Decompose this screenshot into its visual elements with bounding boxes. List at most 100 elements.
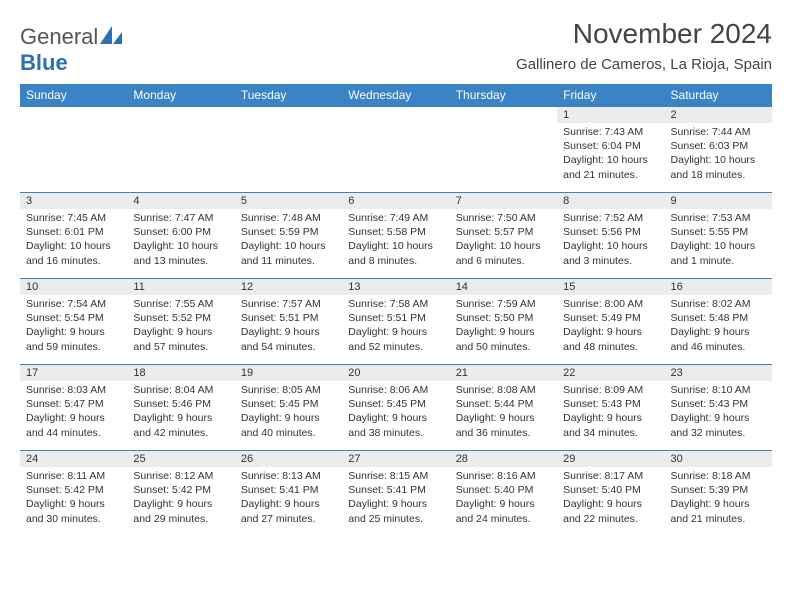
weekday-header: Sunday: [20, 84, 127, 107]
day-details: Sunrise: 7:58 AMSunset: 5:51 PMDaylight:…: [342, 295, 449, 358]
calendar-cell: 11Sunrise: 7:55 AMSunset: 5:52 PMDayligh…: [127, 279, 234, 365]
day-number: 4: [127, 193, 234, 209]
weekday-header: Tuesday: [235, 84, 342, 107]
day-details: Sunrise: 8:12 AMSunset: 5:42 PMDaylight:…: [127, 467, 234, 530]
calendar-row: 1Sunrise: 7:43 AMSunset: 6:04 PMDaylight…: [20, 107, 772, 193]
day-number: 27: [342, 451, 449, 467]
calendar-cell: 9Sunrise: 7:53 AMSunset: 5:55 PMDaylight…: [665, 193, 772, 279]
calendar-cell: 14Sunrise: 7:59 AMSunset: 5:50 PMDayligh…: [450, 279, 557, 365]
calendar-cell: 12Sunrise: 7:57 AMSunset: 5:51 PMDayligh…: [235, 279, 342, 365]
day-number: 2: [665, 107, 772, 123]
calendar-cell: 24Sunrise: 8:11 AMSunset: 5:42 PMDayligh…: [20, 451, 127, 537]
day-details: Sunrise: 7:48 AMSunset: 5:59 PMDaylight:…: [235, 209, 342, 272]
day-details: Sunrise: 8:04 AMSunset: 5:46 PMDaylight:…: [127, 381, 234, 444]
day-number: 22: [557, 365, 664, 381]
logo-text-blue: Blue: [20, 50, 68, 75]
calendar-cell: 20Sunrise: 8:06 AMSunset: 5:45 PMDayligh…: [342, 365, 449, 451]
day-details: Sunrise: 8:03 AMSunset: 5:47 PMDaylight:…: [20, 381, 127, 444]
logo-text: General Blue: [20, 24, 122, 76]
day-details: Sunrise: 7:50 AMSunset: 5:57 PMDaylight:…: [450, 209, 557, 272]
calendar-cell: 28Sunrise: 8:16 AMSunset: 5:40 PMDayligh…: [450, 451, 557, 537]
day-details: Sunrise: 8:05 AMSunset: 5:45 PMDaylight:…: [235, 381, 342, 444]
calendar-cell: 6Sunrise: 7:49 AMSunset: 5:58 PMDaylight…: [342, 193, 449, 279]
calendar-cell: 1Sunrise: 7:43 AMSunset: 6:04 PMDaylight…: [557, 107, 664, 193]
day-details: Sunrise: 7:52 AMSunset: 5:56 PMDaylight:…: [557, 209, 664, 272]
day-number: 15: [557, 279, 664, 295]
calendar-cell: 13Sunrise: 7:58 AMSunset: 5:51 PMDayligh…: [342, 279, 449, 365]
logo-sail-icon: [100, 24, 122, 50]
calendar-cell: 4Sunrise: 7:47 AMSunset: 6:00 PMDaylight…: [127, 193, 234, 279]
calendar-cell: [450, 107, 557, 193]
calendar-cell: 22Sunrise: 8:09 AMSunset: 5:43 PMDayligh…: [557, 365, 664, 451]
calendar-cell: 15Sunrise: 8:00 AMSunset: 5:49 PMDayligh…: [557, 279, 664, 365]
day-number: 16: [665, 279, 772, 295]
calendar-body: 1Sunrise: 7:43 AMSunset: 6:04 PMDaylight…: [20, 107, 772, 537]
day-number: 26: [235, 451, 342, 467]
day-number: 13: [342, 279, 449, 295]
day-details: Sunrise: 8:11 AMSunset: 5:42 PMDaylight:…: [20, 467, 127, 530]
day-details: Sunrise: 8:16 AMSunset: 5:40 PMDaylight:…: [450, 467, 557, 530]
calendar-row: 10Sunrise: 7:54 AMSunset: 5:54 PMDayligh…: [20, 279, 772, 365]
calendar-cell: 3Sunrise: 7:45 AMSunset: 6:01 PMDaylight…: [20, 193, 127, 279]
day-details: Sunrise: 8:15 AMSunset: 5:41 PMDaylight:…: [342, 467, 449, 530]
day-number: 17: [20, 365, 127, 381]
day-number: 1: [557, 107, 664, 123]
day-details: Sunrise: 8:02 AMSunset: 5:48 PMDaylight:…: [665, 295, 772, 358]
calendar-cell: 17Sunrise: 8:03 AMSunset: 5:47 PMDayligh…: [20, 365, 127, 451]
day-details: Sunrise: 7:45 AMSunset: 6:01 PMDaylight:…: [20, 209, 127, 272]
weekday-header-row: Sunday Monday Tuesday Wednesday Thursday…: [20, 84, 772, 107]
location-text: Gallinero de Cameros, La Rioja, Spain: [516, 56, 772, 73]
day-details: Sunrise: 8:08 AMSunset: 5:44 PMDaylight:…: [450, 381, 557, 444]
day-number: 12: [235, 279, 342, 295]
calendar-cell: 23Sunrise: 8:10 AMSunset: 5:43 PMDayligh…: [665, 365, 772, 451]
day-details: Sunrise: 8:17 AMSunset: 5:40 PMDaylight:…: [557, 467, 664, 530]
calendar-cell: 7Sunrise: 7:50 AMSunset: 5:57 PMDaylight…: [450, 193, 557, 279]
calendar-cell: 5Sunrise: 7:48 AMSunset: 5:59 PMDaylight…: [235, 193, 342, 279]
day-number: 6: [342, 193, 449, 209]
calendar-cell: [127, 107, 234, 193]
day-number: 30: [665, 451, 772, 467]
calendar-row: 17Sunrise: 8:03 AMSunset: 5:47 PMDayligh…: [20, 365, 772, 451]
day-number: 20: [342, 365, 449, 381]
day-number: 24: [20, 451, 127, 467]
day-number: 5: [235, 193, 342, 209]
header: General Blue November 2024 Gallinero de …: [20, 18, 772, 76]
weekday-header: Monday: [127, 84, 234, 107]
day-details: Sunrise: 8:18 AMSunset: 5:39 PMDaylight:…: [665, 467, 772, 530]
calendar-cell: [235, 107, 342, 193]
day-number: 21: [450, 365, 557, 381]
day-details: Sunrise: 8:10 AMSunset: 5:43 PMDaylight:…: [665, 381, 772, 444]
day-details: Sunrise: 8:06 AMSunset: 5:45 PMDaylight:…: [342, 381, 449, 444]
day-number: 25: [127, 451, 234, 467]
day-number: 29: [557, 451, 664, 467]
day-number: 7: [450, 193, 557, 209]
day-number: 8: [557, 193, 664, 209]
calendar-cell: 2Sunrise: 7:44 AMSunset: 6:03 PMDaylight…: [665, 107, 772, 193]
calendar-cell: 27Sunrise: 8:15 AMSunset: 5:41 PMDayligh…: [342, 451, 449, 537]
day-details: Sunrise: 8:00 AMSunset: 5:49 PMDaylight:…: [557, 295, 664, 358]
day-details: Sunrise: 7:49 AMSunset: 5:58 PMDaylight:…: [342, 209, 449, 272]
day-number: 18: [127, 365, 234, 381]
calendar-cell: 19Sunrise: 8:05 AMSunset: 5:45 PMDayligh…: [235, 365, 342, 451]
logo-text-gray: General: [20, 24, 98, 49]
calendar-cell: 30Sunrise: 8:18 AMSunset: 5:39 PMDayligh…: [665, 451, 772, 537]
day-details: Sunrise: 7:44 AMSunset: 6:03 PMDaylight:…: [665, 123, 772, 186]
weekday-header: Saturday: [665, 84, 772, 107]
day-number: 3: [20, 193, 127, 209]
day-details: Sunrise: 7:57 AMSunset: 5:51 PMDaylight:…: [235, 295, 342, 358]
day-number: 23: [665, 365, 772, 381]
title-block: November 2024 Gallinero de Cameros, La R…: [516, 18, 772, 73]
day-number: 19: [235, 365, 342, 381]
weekday-header: Wednesday: [342, 84, 449, 107]
day-details: Sunrise: 7:59 AMSunset: 5:50 PMDaylight:…: [450, 295, 557, 358]
calendar-cell: 10Sunrise: 7:54 AMSunset: 5:54 PMDayligh…: [20, 279, 127, 365]
day-details: Sunrise: 7:47 AMSunset: 6:00 PMDaylight:…: [127, 209, 234, 272]
day-number: 28: [450, 451, 557, 467]
calendar-cell: 16Sunrise: 8:02 AMSunset: 5:48 PMDayligh…: [665, 279, 772, 365]
calendar-row: 24Sunrise: 8:11 AMSunset: 5:42 PMDayligh…: [20, 451, 772, 537]
day-details: Sunrise: 7:54 AMSunset: 5:54 PMDaylight:…: [20, 295, 127, 358]
day-number: 9: [665, 193, 772, 209]
calendar-cell: [20, 107, 127, 193]
weekday-header: Thursday: [450, 84, 557, 107]
calendar-cell: 25Sunrise: 8:12 AMSunset: 5:42 PMDayligh…: [127, 451, 234, 537]
